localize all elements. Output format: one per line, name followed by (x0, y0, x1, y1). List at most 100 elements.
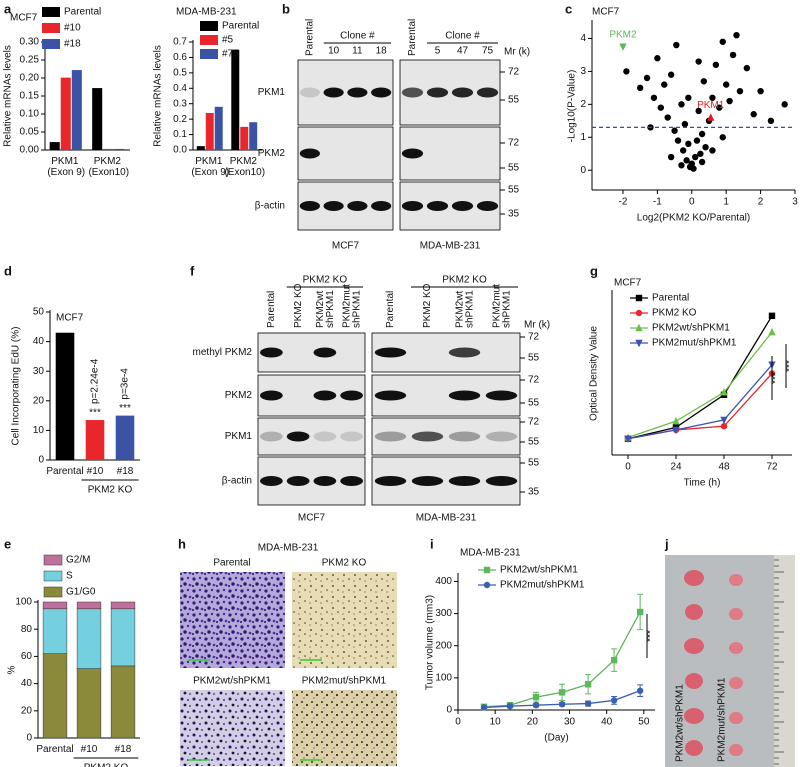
point (729, 51, 737, 59)
tumor (729, 642, 743, 654)
marker (506, 702, 514, 710)
x-tick-label: -2 (619, 197, 628, 208)
lane-label-line: shPKM1 (325, 290, 336, 328)
chart-title: MCF7 (56, 313, 84, 324)
marker-label: 72 (528, 375, 540, 386)
marker-label: 55 (508, 185, 520, 196)
row-label: β-actin (222, 476, 252, 487)
point (767, 117, 775, 125)
lane-label-line: PKM2wt (454, 288, 465, 328)
y-tick-label: 0.05 (20, 127, 40, 138)
line (627, 315, 773, 440)
point (673, 41, 680, 49)
y-axis-label: % (7, 665, 18, 674)
point (685, 94, 692, 101)
group-label: PKM2wt/shPKM1 (675, 684, 686, 762)
blot-band (476, 201, 499, 211)
x-tick-label: PKM1 (Exon 9) (191, 156, 229, 178)
marker (720, 422, 728, 430)
y-tick-label: 0.2 (173, 114, 187, 125)
bar (92, 88, 103, 150)
lane-label: 11 (352, 46, 363, 57)
image-label: PKM2wt/shPKM1 (193, 676, 271, 687)
bar (115, 415, 135, 460)
legend-marker (635, 339, 643, 348)
significance: *** (646, 630, 657, 642)
legend-marker (635, 309, 643, 317)
legend-swatch (42, 7, 60, 17)
bar-segment (76, 608, 102, 669)
legend-label: Parental (652, 293, 689, 304)
bar-segment (110, 601, 136, 610)
chart-title: MDA-MB-231 (176, 7, 237, 18)
micrograph (180, 572, 285, 668)
point (716, 104, 723, 111)
blot-band (323, 87, 344, 98)
point (693, 137, 701, 144)
x-tick-label: 1 (723, 197, 729, 208)
marker (636, 687, 644, 694)
blot-band (485, 431, 518, 442)
marker-label: 35 (528, 487, 540, 498)
marker (532, 693, 540, 701)
blot-band (374, 476, 407, 486)
point (661, 81, 668, 88)
bar (214, 106, 223, 150)
panel-title: MDA-MB-231 (258, 543, 319, 554)
point (692, 153, 699, 161)
legend-marker (635, 323, 643, 332)
lane-label: 18 (376, 46, 388, 57)
clone-label: Clone # (445, 31, 480, 42)
marker-label: 55 (528, 458, 540, 469)
blot-band (313, 431, 337, 442)
blot-band (347, 87, 368, 98)
blot-band (299, 201, 320, 211)
point (681, 120, 689, 128)
bar (205, 112, 214, 150)
y-tick-label: 10 (33, 425, 45, 436)
line (627, 331, 773, 439)
lane-label: PKM2 KO (422, 283, 433, 328)
group-label: PKM2mut/shPKM1 (717, 677, 728, 762)
point (654, 55, 661, 62)
x-tick-label-line: (Exon 9) (47, 167, 85, 178)
point (643, 74, 651, 82)
blot-band (374, 347, 407, 358)
mr-label: Mr (k) (524, 320, 550, 331)
y-axis-label: Relative mRNAs levels (153, 45, 164, 147)
y-tick-label: 0.5 (173, 67, 187, 78)
y-tick-label: 60 (21, 651, 33, 662)
row-label: PKM2 (258, 148, 286, 159)
blot-band (286, 476, 310, 486)
panel-labels: a b c d f g e h i j (4, 1, 669, 551)
x-tick-label-line: (Exon10) (88, 167, 129, 178)
bar (49, 142, 60, 150)
blot-band (299, 87, 320, 98)
y-tick-label: 300 (435, 608, 452, 619)
marker (768, 327, 776, 336)
point (667, 71, 675, 78)
y-tick-label: 20 (21, 705, 33, 716)
blot-band (448, 476, 481, 486)
significance: *** (771, 372, 782, 384)
blot-band (426, 87, 449, 98)
group-label: PKM2 KO (303, 275, 348, 286)
blot-band (340, 431, 363, 442)
y-tick-label: 50 (33, 307, 45, 318)
legend-label: PKM2mut/shPKM1 (652, 338, 737, 349)
panel-label: f (190, 263, 195, 278)
point (719, 38, 726, 45)
point (678, 101, 685, 108)
x-tick-label: 0 (625, 462, 631, 473)
x-tick-label: #10 (81, 744, 98, 755)
x-tick-label: 0 (689, 197, 695, 208)
x-tick-label: PKM1 (Exon 9) (47, 156, 85, 178)
y-tick-label: 3 (580, 66, 586, 77)
y-tick-label: 0.4 (173, 83, 187, 94)
blot-band (411, 431, 444, 442)
bar-segment (110, 608, 136, 667)
x-tick-label: Parental (46, 466, 83, 477)
point (695, 58, 702, 65)
blot-band (374, 431, 407, 442)
point (650, 94, 658, 101)
